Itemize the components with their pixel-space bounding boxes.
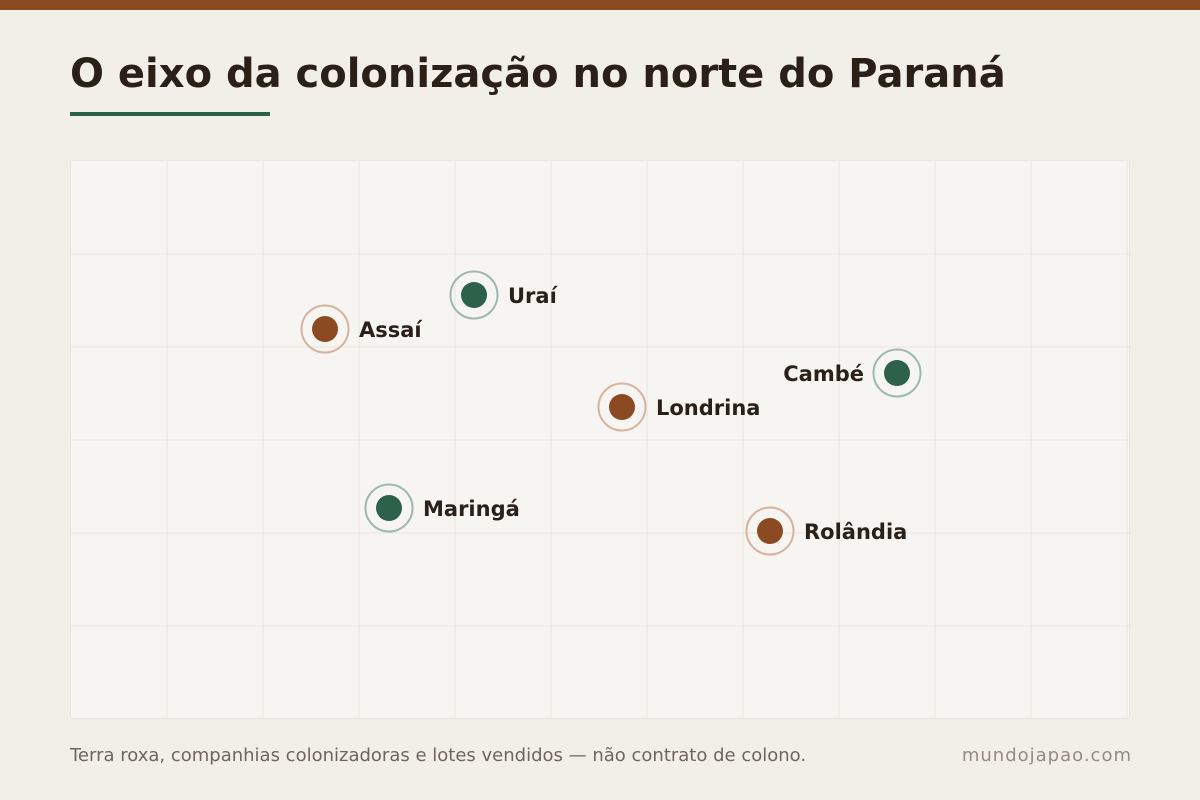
city-marker-rolandia[interactable]: Rolândia [745, 506, 908, 556]
marker-ring [364, 483, 414, 533]
city-marker-londrina[interactable]: Londrina [597, 382, 761, 432]
city-label-assai: Assaí [359, 318, 423, 342]
city-label-rolandia: Rolândia [804, 520, 907, 544]
city-markers: Uraí Assaí Cambé Londrina Maringá Rolândia [300, 270, 922, 556]
city-marker-maringa[interactable]: Maringá [364, 483, 520, 533]
page-title: O eixo da colonização no norte do Paraná [70, 51, 1006, 97]
city-label-maringa: Maringá [423, 497, 520, 521]
top-accent-bar [0, 0, 1200, 10]
map-grid [71, 161, 1131, 720]
marker-dot [461, 282, 487, 308]
footer-site-link[interactable]: mundojapao.com [961, 745, 1132, 766]
city-marker-cambe[interactable]: Cambé [783, 348, 922, 398]
marker-dot [757, 518, 783, 544]
city-label-cambe: Cambé [783, 362, 864, 386]
marker-ring [300, 304, 350, 354]
marker-dot [376, 495, 402, 521]
city-label-urai: Uraí [508, 284, 559, 308]
footer-caption: Terra roxa, companhias colonizadoras e l… [70, 745, 807, 766]
city-label-londrina: Londrina [656, 396, 760, 420]
marker-dot [609, 394, 635, 420]
marker-ring [597, 382, 647, 432]
map-panel: Uraí Assaí Cambé Londrina Maringá Rolândia [70, 160, 1131, 720]
marker-ring [745, 506, 795, 556]
city-marker-urai[interactable]: Uraí [449, 270, 559, 320]
marker-dot [312, 316, 338, 342]
marker-dot [884, 360, 910, 386]
marker-ring [872, 348, 922, 398]
marker-ring [449, 270, 499, 320]
map-canvas: Uraí Assaí Cambé Londrina Maringá Rolândia [71, 161, 1131, 720]
title-underline [70, 112, 270, 116]
city-marker-assai[interactable]: Assaí [300, 304, 424, 354]
